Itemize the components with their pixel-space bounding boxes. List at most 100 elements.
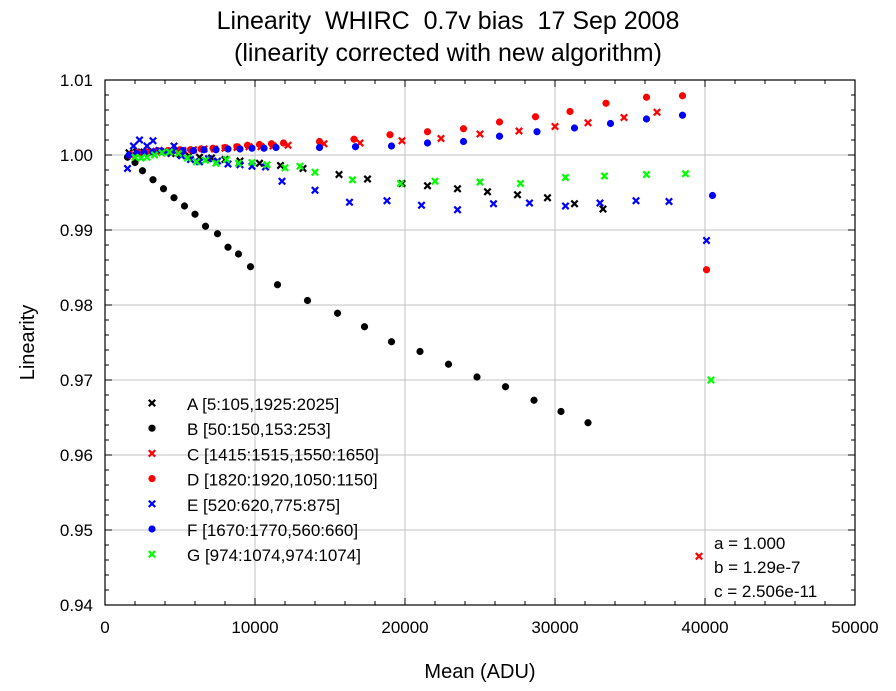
data-point xyxy=(248,158,256,167)
data-point xyxy=(189,146,198,155)
data-point xyxy=(678,92,687,100)
data-point xyxy=(200,146,208,154)
data-point xyxy=(234,159,243,168)
data-point xyxy=(212,159,220,168)
data-point xyxy=(183,154,192,162)
data-point xyxy=(224,145,232,153)
data-point xyxy=(396,179,405,188)
data-point xyxy=(278,177,286,186)
fit-coefficients: a = 1.000 b = 1.29e-7 c = 2.506e-11 xyxy=(714,534,817,601)
legend-marker xyxy=(148,499,156,508)
data-point xyxy=(281,163,289,172)
data-point xyxy=(678,111,687,119)
data-point xyxy=(453,205,462,214)
data-point xyxy=(387,338,396,346)
data-point xyxy=(501,383,510,391)
x-tick-label: 10000 xyxy=(231,618,278,637)
x-tick-label: 40000 xyxy=(681,618,728,637)
data-point xyxy=(476,178,484,186)
data-point xyxy=(201,222,210,230)
data-point xyxy=(234,250,243,258)
data-point xyxy=(417,201,426,210)
data-point xyxy=(632,196,640,205)
legend-marker xyxy=(148,399,156,407)
data-point xyxy=(702,236,711,245)
series-b xyxy=(123,153,592,427)
data-point xyxy=(516,179,525,188)
data-point xyxy=(570,199,579,208)
data-point xyxy=(665,197,673,206)
data-point xyxy=(165,148,174,156)
legend: A [5:105,1925:2025] B [50:150,153:253] C [… xyxy=(148,395,379,565)
y-tick-label: 1.00 xyxy=(60,146,93,165)
data-point xyxy=(531,113,540,121)
data-point xyxy=(423,139,432,147)
data-point xyxy=(584,419,592,427)
data-point xyxy=(551,122,559,131)
data-point xyxy=(557,407,565,416)
y-tick-label: 0.94 xyxy=(60,596,93,615)
data-point xyxy=(170,194,178,202)
data-point xyxy=(213,230,222,238)
data-point xyxy=(201,156,210,165)
grid xyxy=(105,80,855,605)
data-point xyxy=(192,157,201,166)
data-point xyxy=(642,93,651,101)
data-point xyxy=(416,347,424,356)
data-point xyxy=(311,168,319,177)
data-point xyxy=(138,167,147,175)
data-point xyxy=(260,144,268,152)
data-point xyxy=(386,131,394,139)
data-point xyxy=(525,199,534,207)
legend-label: D [1820:1920,1050:1150] xyxy=(187,471,378,490)
data-point xyxy=(303,296,312,305)
data-point xyxy=(530,396,538,404)
data-point xyxy=(131,158,139,167)
series-c xyxy=(128,108,703,561)
data-point xyxy=(423,128,432,136)
y-tick-label: 0.96 xyxy=(60,446,93,465)
data-point xyxy=(543,193,552,202)
chart-title: Linearity WHIRC 0.7v bias 17 Sep 2008 xyxy=(216,7,680,35)
data-point xyxy=(653,108,661,117)
data-point xyxy=(566,107,574,116)
data-point xyxy=(383,196,391,205)
data-point xyxy=(459,125,468,133)
legend-label: E [520:620,775:875] xyxy=(187,496,340,515)
data-point xyxy=(459,137,468,146)
data-point xyxy=(272,143,280,152)
plot-frame xyxy=(104,79,856,606)
data-point xyxy=(159,185,168,193)
data-point xyxy=(345,198,354,207)
axis-ticks: 0 10000 20000 30000 40000 50000 0.94 0.95 0.96 0.… xyxy=(60,71,879,637)
data-point xyxy=(599,205,607,213)
data-point xyxy=(333,309,342,317)
data-point xyxy=(642,115,651,123)
y-axis-label: Linearity xyxy=(17,305,39,381)
data-point xyxy=(431,177,439,186)
legend-marker xyxy=(148,449,156,458)
data-point xyxy=(143,153,151,162)
data-point xyxy=(702,266,711,274)
data-point xyxy=(279,139,288,147)
data-point xyxy=(437,134,445,143)
data-point xyxy=(296,162,304,171)
legend-label: C [1415:1515,1550:1650] xyxy=(187,445,379,464)
data-point xyxy=(315,137,324,146)
data-point xyxy=(513,190,522,199)
legend-marker xyxy=(148,525,156,533)
data-point xyxy=(596,199,604,207)
data-point xyxy=(335,170,343,179)
y-tick-label: 0.99 xyxy=(60,221,93,240)
data-point xyxy=(191,210,199,218)
data-point xyxy=(123,164,132,173)
data-point xyxy=(129,142,138,150)
data-point xyxy=(561,173,570,182)
data-point xyxy=(150,151,159,159)
data-point xyxy=(311,186,319,195)
data-point xyxy=(489,199,498,208)
x-tick-label: 0 xyxy=(100,618,109,637)
annotation-b: b = 1.29e-7 xyxy=(714,558,801,577)
data-points xyxy=(123,92,717,561)
